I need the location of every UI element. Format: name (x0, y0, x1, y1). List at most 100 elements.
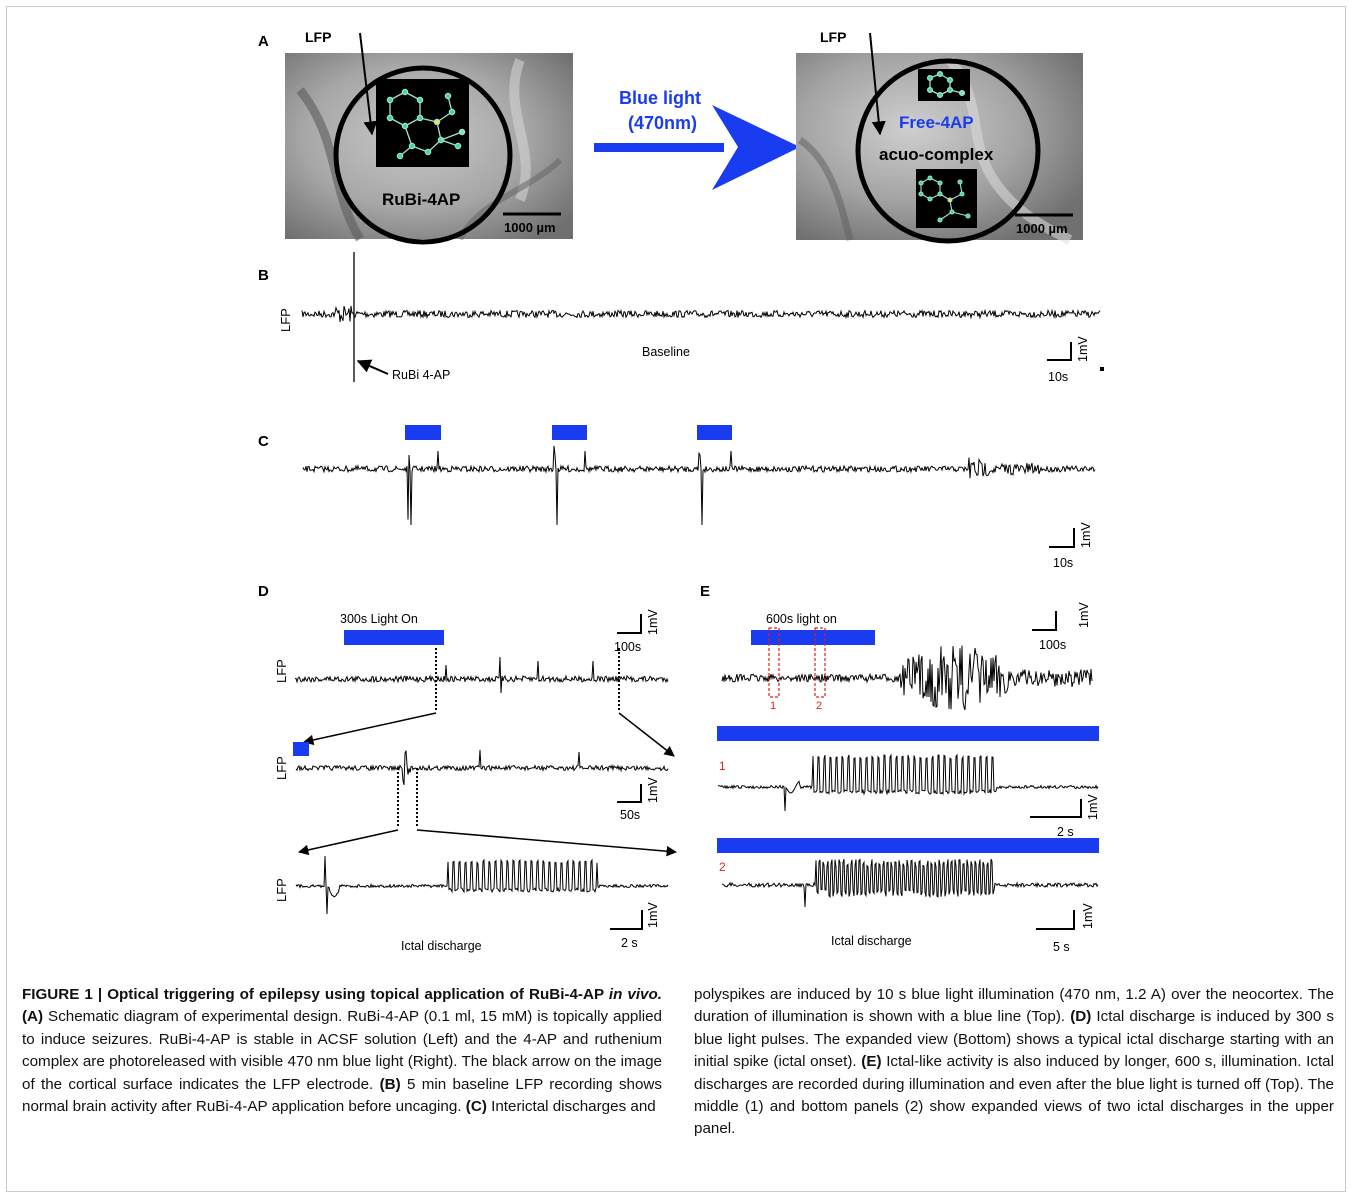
panel-d-ylabel-1: LFP (274, 659, 289, 683)
panel-e-light-bar-3 (717, 838, 1099, 853)
panel-b-caption: Baseline (642, 345, 690, 359)
panel-c-light-bar-3 (697, 425, 732, 440)
blue-light-arrow (594, 105, 800, 190)
caption-text-c: Interictal discharges and (486, 1098, 656, 1116)
rubi-molecule-icon (376, 79, 469, 167)
panel-e-marker-box-1 (768, 627, 780, 698)
panel-label-c: C (258, 433, 269, 450)
panel-d-scale3-time: 2 s (621, 936, 638, 950)
panel-d-scalebar-2 (617, 784, 642, 803)
panel-d-caption: Ictal discharge (401, 939, 482, 953)
panel-e-scale1-time: 100s (1039, 638, 1066, 652)
panel-d-ylabel-3: LFP (274, 878, 289, 902)
left-field-circle (333, 65, 513, 245)
panel-d-zoom-arrow-left (302, 712, 437, 746)
panel-d-light-bar (344, 630, 444, 645)
panel-e-trace-2 (717, 753, 1099, 812)
panel-e-scalebar-3 (1036, 910, 1075, 930)
panel-c-light-bar-2 (552, 425, 587, 440)
panel-e-light-bar (751, 630, 875, 645)
panel-label-a: A (258, 33, 269, 50)
panel-c-scale-volt: 1mV (1079, 522, 1093, 548)
right-field-circle (855, 58, 1041, 244)
right-lfp-label: LFP (820, 29, 846, 45)
panel-e-light-label: 600s light on (766, 612, 837, 626)
panel-e-scalebar-2 (1030, 799, 1082, 818)
panel-e-mark-2: 2 (816, 700, 822, 712)
figure-frame (6, 6, 1346, 1192)
panel-label-e: E (700, 583, 710, 600)
panel-c-scalebar (1049, 528, 1075, 548)
panel-label-d: D (258, 583, 269, 600)
caption-ref-e: (E) (861, 1053, 882, 1071)
panel-e-scale2-time: 2 s (1057, 825, 1074, 839)
blue-light-label: Blue light (619, 88, 701, 108)
panel-e-trace-1 (721, 645, 1093, 711)
caption-ref-c: (C) (465, 1098, 487, 1116)
panel-e-scale3-volt: 1mV (1081, 903, 1095, 929)
left-scale-label: 1000 µm (504, 220, 556, 235)
panel-c-scale-time: 10s (1053, 556, 1073, 570)
right-scale-label: 1000 µm (1016, 221, 1068, 236)
panel-c-light-bar-1 (405, 425, 441, 440)
left-lfp-label: LFP (305, 29, 331, 45)
panel-a-left-photo: RuBi-4AP 1000 µm (285, 32, 573, 245)
acuo-complex-structure (918, 175, 971, 223)
panel-e-scalebar-1 (1032, 611, 1057, 631)
panel-e-marker-box-2 (814, 627, 826, 698)
caption-text-a: Schematic diagram of experimental design… (22, 1008, 662, 1093)
panel-a-right-photo: Free-4AP acuo-complex 1000 µm (796, 32, 1083, 245)
panel-e-trace-3 (721, 858, 1099, 908)
panel-d-scale1-time: 100s (614, 640, 641, 654)
panel-d-zoom-arrow-3l (297, 829, 399, 856)
caption-text-e: Ictal-like activity is also induced by l… (694, 1053, 1334, 1138)
panel-d-ylabel-2: LFP (274, 756, 289, 780)
caption-right-column: polyspikes are induced by 10 s blue ligh… (694, 984, 1334, 1141)
panel-d-zoom-arrow-3r (416, 829, 678, 857)
panel-d-scale1-volt: 1mV (646, 609, 660, 635)
caption-text-d: Ictal discharge is induced by 300 s blue… (694, 1008, 1334, 1071)
panel-d-scalebar-1 (617, 614, 642, 634)
panel-d-scale3-volt: 1mV (646, 902, 660, 928)
free-4ap-molecule-icon (918, 69, 970, 101)
caption-text-b: 5 min baseline LFP recording shows norma… (22, 1075, 662, 1116)
free-4ap-structure (926, 70, 966, 99)
panel-b-scale-volt: 1mV (1076, 336, 1090, 362)
panel-e-scale2-volt: 1mV (1086, 794, 1100, 820)
blue-light-wavelength: (470nm) (628, 113, 697, 133)
panel-d-zoom-arrow-right (618, 712, 675, 757)
panel-e-light-bar-2 (717, 726, 1099, 741)
panel-b-trace (301, 305, 1101, 322)
panel-d-trace-3 (295, 855, 669, 915)
panel-c-trace (302, 445, 1096, 526)
rubi-molecule-structure (386, 88, 466, 160)
panel-b-ylabel: LFP (278, 308, 293, 332)
panel-label-b: B (258, 267, 269, 284)
panel-b-scale-time: 10s (1048, 370, 1068, 384)
caption-ref-d: (D) (1070, 1008, 1092, 1026)
panel-d-light-bar-2 (293, 742, 309, 756)
panel-b-scalebar (1047, 342, 1072, 361)
caption-ref-a: (A) (22, 1008, 44, 1026)
figure-title: FIGURE 1 | Optical triggering of epileps… (22, 986, 662, 1003)
panel-d-light-label: 300s Light On (340, 612, 418, 626)
left-compound-label: RuBi-4AP (382, 190, 460, 209)
caption-ref-b: (B) (379, 1075, 401, 1093)
panel-e-mark-1: 1 (770, 700, 776, 712)
free-4ap-label: Free-4AP (899, 113, 974, 132)
panel-e-sub-2: 2 (719, 860, 726, 874)
panel-e-scale3-time: 5 s (1053, 940, 1070, 954)
caption-text-c-cont: polyspikes are induced by 10 s blue ligh… (694, 986, 1334, 1026)
caption-left-column: FIGURE 1 | Optical triggering of epileps… (22, 984, 662, 1118)
panel-d-scale2-volt: 1mV (646, 777, 660, 803)
acuo-complex-label: acuo-complex (879, 145, 994, 164)
rubi-annotation: RuBi 4-AP (392, 368, 450, 382)
panel-e-caption: Ictal discharge (831, 934, 912, 948)
panel-d-trace-1 (294, 656, 669, 694)
panel-e-scale1-volt: 1mV (1077, 602, 1091, 628)
panel-d-scale2-time: 50s (620, 808, 640, 822)
panel-d-scalebar-3 (610, 910, 643, 930)
panel-d-trace-2 (295, 749, 669, 786)
figure-graphic: A RuBi-4AP 1000 µm LFP Blue lig (258, 29, 1104, 954)
panel-e-sub-1: 1 (719, 759, 726, 773)
